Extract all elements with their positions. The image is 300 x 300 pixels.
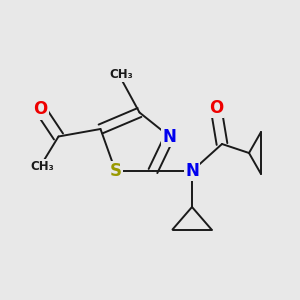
Text: N: N [185,162,199,180]
Text: CH₃: CH₃ [30,160,54,173]
Text: S: S [110,162,122,180]
Text: O: O [209,99,223,117]
Text: O: O [33,100,48,118]
Text: CH₃: CH₃ [110,68,134,82]
Text: N: N [163,128,176,146]
